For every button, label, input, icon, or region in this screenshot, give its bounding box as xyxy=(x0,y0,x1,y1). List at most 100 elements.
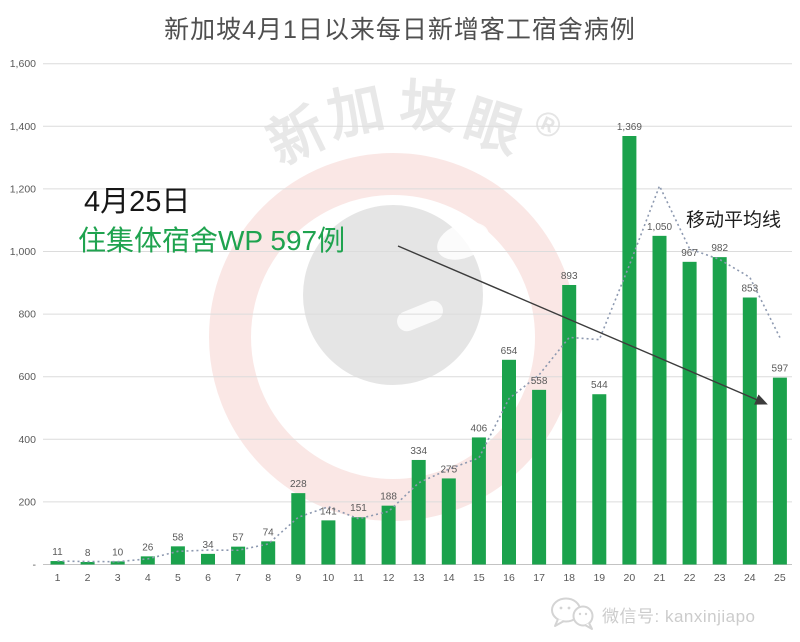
bar-day-13 xyxy=(411,459,426,565)
x-tick-label: 16 xyxy=(503,572,515,584)
bar-value-label: 544 xyxy=(591,380,608,391)
bar-value-label: 34 xyxy=(202,540,214,551)
x-tick-label: 2 xyxy=(85,572,91,584)
bar-value-label: 10 xyxy=(112,547,124,558)
x-tick-label: 9 xyxy=(295,572,301,584)
annotation-detail: 住集体宿舍WP 597例 xyxy=(78,225,346,256)
moving-average-polyline xyxy=(57,183,781,563)
x-tick-label: 18 xyxy=(563,572,575,584)
bar-day-20 xyxy=(622,136,637,565)
x-tick-label: 19 xyxy=(593,572,605,584)
moving-average-line xyxy=(57,183,781,563)
wechat-icon xyxy=(551,597,594,630)
bar-day-4 xyxy=(140,556,155,565)
y-tick-label: 200 xyxy=(18,496,36,508)
bar-day-1 xyxy=(50,561,65,565)
y-tick-label: 1,600 xyxy=(10,58,36,70)
bar-day-25 xyxy=(772,377,787,565)
x-tick-label: 7 xyxy=(235,572,241,584)
bar-day-16 xyxy=(502,359,516,565)
wechat-id-text: 微信号: kanxinjiapo xyxy=(602,606,756,626)
bar-value-label: 853 xyxy=(741,284,758,295)
bar-day-24 xyxy=(742,297,757,565)
bar-day-11 xyxy=(351,517,366,565)
y-tick-label: 1,400 xyxy=(10,121,36,133)
x-tick-label: 20 xyxy=(624,572,636,584)
x-tick-label: 12 xyxy=(383,572,395,584)
bar-value-label: 406 xyxy=(471,423,488,434)
x-tick-label: 17 xyxy=(533,572,545,584)
bar-value-label: 597 xyxy=(772,364,789,375)
bar-day-3 xyxy=(110,561,125,565)
bar-value-label: 228 xyxy=(290,479,307,490)
bar-day-18 xyxy=(562,284,577,565)
bar-day-23 xyxy=(712,257,727,565)
bar-value-label: 654 xyxy=(501,346,518,357)
bar-value-label: 26 xyxy=(142,542,154,553)
bar-value-label: 1,050 xyxy=(647,222,672,233)
bar-day-8 xyxy=(261,541,276,565)
y-tick-label: - xyxy=(33,559,37,571)
bar-value-label: 8 xyxy=(85,548,91,559)
annotation-arrow xyxy=(397,245,768,405)
bar-value-label: 74 xyxy=(263,527,275,538)
bar-value-label: 57 xyxy=(233,533,245,544)
x-tick-label: 6 xyxy=(205,572,211,584)
bar-value-label: 188 xyxy=(380,492,397,503)
bar-day-12 xyxy=(381,505,396,565)
x-tick-label: 8 xyxy=(265,572,271,584)
x-tick-label: 21 xyxy=(654,572,666,584)
bar-day-5 xyxy=(170,546,185,565)
bar-day-19 xyxy=(592,394,607,565)
bar-value-label: 893 xyxy=(561,271,578,282)
x-tick-label: 15 xyxy=(473,572,485,584)
bar-day-21 xyxy=(652,235,667,565)
page-title: 新加坡4月1日以来每日新增客工宿舍病例 xyxy=(164,16,636,44)
data-labels: 1118210326458534657774822891411015111188… xyxy=(52,122,788,584)
bar-value-label: 982 xyxy=(711,243,728,254)
x-tick-label: 14 xyxy=(443,572,455,584)
x-tick-label: 24 xyxy=(744,572,756,584)
x-tick-label: 25 xyxy=(774,572,786,584)
y-tick-label: 1,000 xyxy=(10,246,36,258)
bar-day-15 xyxy=(471,437,486,565)
bar-day-22 xyxy=(682,261,697,565)
y-tick-label: 400 xyxy=(18,434,36,446)
bar-day-9 xyxy=(291,493,306,565)
wechat-footer: 微信号: kanxinjiapo xyxy=(548,596,756,632)
bar-value-label: 11 xyxy=(52,547,63,558)
bar-day-2 xyxy=(80,561,95,565)
annotation-arrow-line xyxy=(397,245,768,405)
x-tick-label: 10 xyxy=(323,572,335,584)
bar-value-label: 141 xyxy=(320,506,337,517)
x-tick-label: 5 xyxy=(175,572,181,584)
y-tick-label: 1,200 xyxy=(10,183,36,195)
x-tick-label: 4 xyxy=(145,572,151,584)
bar-day-14 xyxy=(441,478,456,565)
bar-value-label: 1,369 xyxy=(617,122,642,133)
bar-value-label: 275 xyxy=(440,464,457,475)
x-tick-label: 13 xyxy=(413,572,425,584)
gridlines: - 200 400 600 800 1,000 1,200 1,400 1,600 xyxy=(10,58,792,571)
x-tick-label: 22 xyxy=(684,572,696,584)
bar-day-10 xyxy=(321,520,336,565)
x-tick-label: 3 xyxy=(115,572,121,584)
x-tick-label: 11 xyxy=(353,572,364,584)
bar-value-label: 558 xyxy=(531,376,548,387)
bar-value-label: 58 xyxy=(172,532,184,543)
bar-day-17 xyxy=(532,389,547,565)
y-tick-label: 600 xyxy=(18,371,36,383)
bar-day-7 xyxy=(231,546,246,565)
x-tick-label: 1 xyxy=(55,572,61,584)
y-tick-label: 800 xyxy=(18,309,36,321)
annotation-date: 4月25日 xyxy=(84,186,191,218)
bar-series xyxy=(50,136,787,565)
bar-day-6 xyxy=(201,553,215,565)
bar-value-label: 151 xyxy=(350,503,367,514)
bar-value-label: 967 xyxy=(681,248,698,259)
x-tick-label: 23 xyxy=(714,572,726,584)
moving-average-label: 移动平均线 xyxy=(686,210,782,231)
bar-value-label: 334 xyxy=(410,446,427,457)
